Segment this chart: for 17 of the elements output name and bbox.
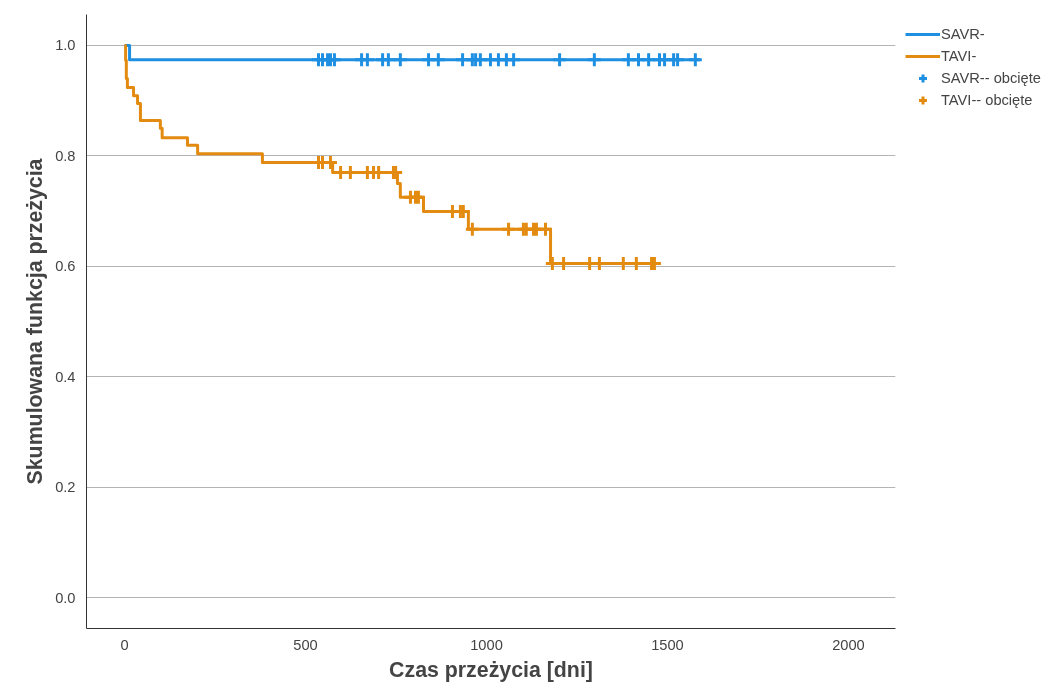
- x-axis-title: Czas przeżycia [dni]: [389, 657, 593, 682]
- y-tick-label: 0.2: [55, 479, 76, 496]
- x-tick-label: 2000: [832, 636, 865, 653]
- legend-label: TAVI-: [941, 48, 977, 64]
- x-tick-label: 500: [293, 636, 318, 653]
- legend-label: SAVR-: [941, 26, 985, 42]
- x-tick-label: 0: [120, 636, 129, 653]
- y-tick-label: 0.8: [55, 147, 76, 164]
- y-tick-label: 0.4: [55, 368, 76, 385]
- y-tick-label: 1.0: [55, 37, 76, 54]
- x-tick-label: 1000: [470, 636, 503, 653]
- y-tick-label: 0.6: [55, 258, 76, 275]
- legend-label: TAVI-- obcięte: [941, 92, 1033, 108]
- y-axis-title: Skumulowana funkcja przeżycia: [23, 158, 48, 485]
- legend-label: SAVR-- obcięte: [941, 70, 1041, 86]
- x-tick-label: 1500: [651, 636, 684, 653]
- y-tick-label: 0.0: [55, 589, 76, 606]
